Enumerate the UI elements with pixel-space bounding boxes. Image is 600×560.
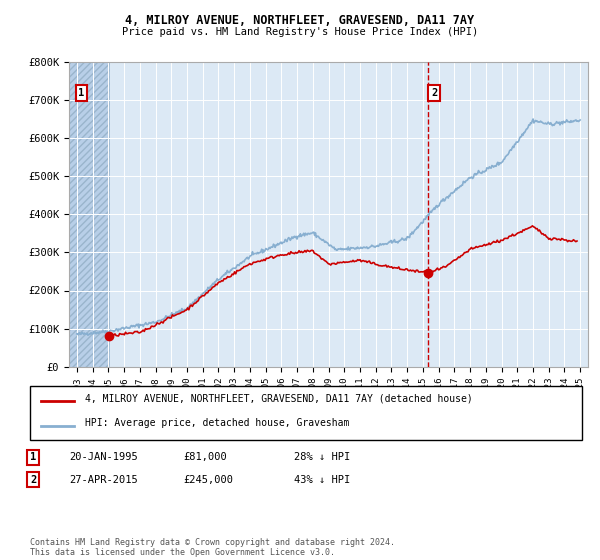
Text: 4, MILROY AVENUE, NORTHFLEET, GRAVESEND, DA11 7AY (detached house): 4, MILROY AVENUE, NORTHFLEET, GRAVESEND,…: [85, 394, 473, 403]
Text: 4, MILROY AVENUE, NORTHFLEET, GRAVESEND, DA11 7AY: 4, MILROY AVENUE, NORTHFLEET, GRAVESEND,…: [125, 14, 475, 27]
Text: 2: 2: [431, 88, 437, 98]
Text: £81,000: £81,000: [183, 452, 227, 463]
Text: Contains HM Land Registry data © Crown copyright and database right 2024.
This d: Contains HM Land Registry data © Crown c…: [30, 538, 395, 557]
Text: HPI: Average price, detached house, Gravesham: HPI: Average price, detached house, Grav…: [85, 418, 350, 428]
Text: 27-APR-2015: 27-APR-2015: [69, 475, 138, 485]
Bar: [69, 62, 109, 367]
Text: 28% ↓ HPI: 28% ↓ HPI: [294, 452, 350, 463]
Text: 43% ↓ HPI: 43% ↓ HPI: [294, 475, 350, 485]
Text: 2: 2: [30, 475, 36, 485]
FancyBboxPatch shape: [30, 386, 582, 440]
Text: 20-JAN-1995: 20-JAN-1995: [69, 452, 138, 463]
Text: 1: 1: [79, 88, 85, 98]
Text: £245,000: £245,000: [183, 475, 233, 485]
Text: Price paid vs. HM Land Registry's House Price Index (HPI): Price paid vs. HM Land Registry's House …: [122, 27, 478, 37]
Text: 1: 1: [30, 452, 36, 463]
